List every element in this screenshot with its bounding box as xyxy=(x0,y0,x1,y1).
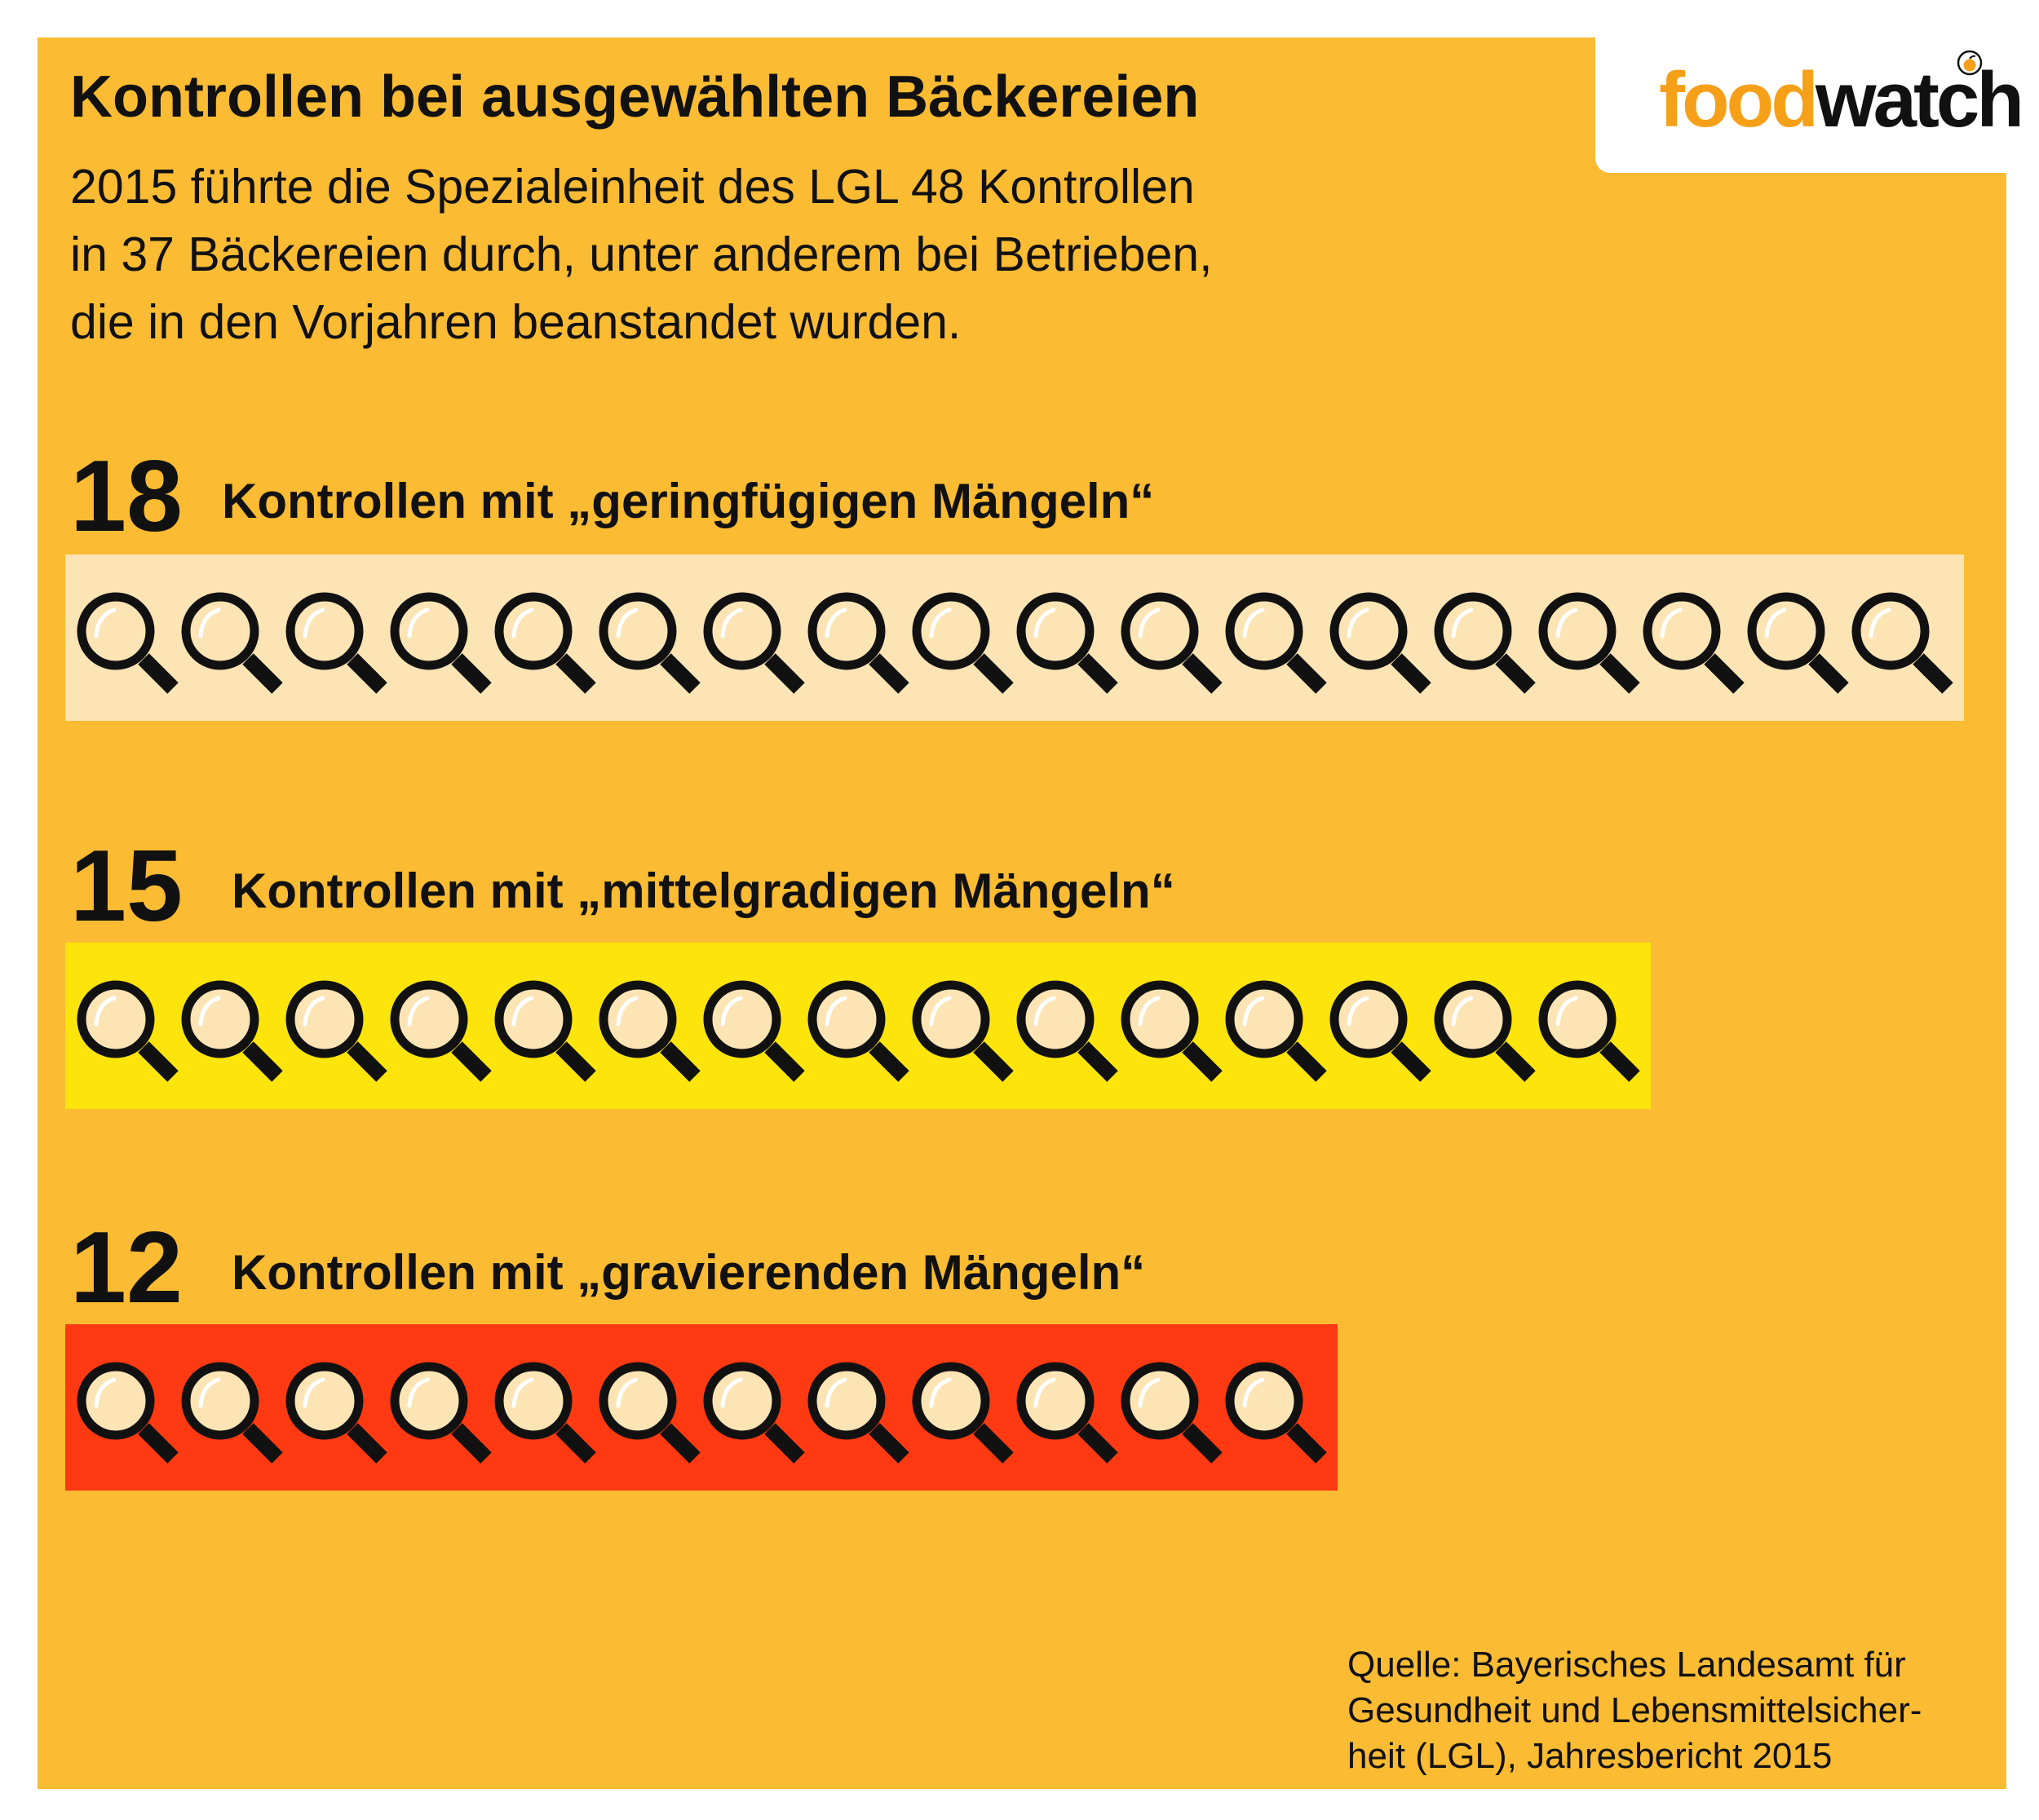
magnifier-icon xyxy=(1851,592,1953,694)
logo-part-watch: watch xyxy=(1815,56,2024,144)
magnifier-icon xyxy=(494,1362,596,1464)
magnifier-icon xyxy=(1538,980,1640,1082)
magnifier-icon xyxy=(1016,1362,1118,1464)
orange-icon xyxy=(1957,50,1983,76)
magnifier-icon xyxy=(285,1362,387,1464)
magnifier-icon xyxy=(1434,592,1536,694)
intro-line: die in den Vorjahren beanstandet wurden. xyxy=(70,295,962,349)
magnifier-icon xyxy=(1016,980,1118,1082)
magnifier-icon xyxy=(1121,592,1223,694)
magnifier-icon xyxy=(599,1362,701,1464)
magnifier-icon xyxy=(703,980,805,1082)
magnifier-icon xyxy=(912,980,1014,1082)
infographic-panel: foodwatch Kontrollen bei ausgewählten Bä… xyxy=(38,38,2024,1789)
magnifier-icon xyxy=(390,980,492,1082)
magnifier-icon xyxy=(1643,592,1745,694)
magnifier-icon xyxy=(599,980,701,1082)
icon-row-severe xyxy=(65,1324,1338,1491)
logo-box: foodwatch xyxy=(1595,38,2024,173)
magnifier-icon xyxy=(181,592,283,694)
magnifier-icon xyxy=(912,592,1014,694)
source-line: Gesundheit und Lebensmittelsicher- xyxy=(1347,1690,1922,1730)
magnifier-icon xyxy=(1121,980,1223,1082)
magnifier-icon xyxy=(1329,980,1431,1082)
magnifier-icon xyxy=(77,980,179,1082)
source-line: heit (LGL), Jahresbericht 2015 xyxy=(1347,1736,1833,1776)
category-label-minor: Kontrollen mit „geringfügigen Mängeln“ xyxy=(222,474,1155,528)
magnifier-icon xyxy=(807,1362,909,1464)
bar-minor xyxy=(65,554,1964,721)
intro-line: 2015 führte die Spezialeinheit des LGL 4… xyxy=(70,160,1195,214)
value-label-medium: 15 xyxy=(70,830,183,943)
magnifier-icon xyxy=(1225,592,1327,694)
intro-text: 2015 führte die Spezialeinheit des LGL 4… xyxy=(70,153,1571,356)
magnifier-icon xyxy=(1747,592,1849,694)
value-label-minor: 18 xyxy=(70,440,183,553)
magnifier-icon xyxy=(494,592,596,694)
magnifier-icon xyxy=(599,592,701,694)
magnifier-icon xyxy=(390,592,492,694)
magnifier-icon xyxy=(1016,592,1118,694)
magnifier-icon xyxy=(1225,980,1327,1082)
source-line: Quelle: Bayerisches Landesamt für xyxy=(1347,1645,1906,1685)
magnifier-icon xyxy=(703,592,805,694)
magnifier-icon xyxy=(181,980,283,1082)
magnifier-icon xyxy=(181,1362,283,1464)
magnifier-icon xyxy=(1225,1362,1327,1464)
icon-row-minor xyxy=(65,554,1964,721)
category-label-severe: Kontrollen mit „gravierenden Mängeln“ xyxy=(232,1245,1146,1300)
magnifier-icon xyxy=(912,1362,1014,1464)
magnifier-icon xyxy=(390,1362,492,1464)
category-label-medium: Kontrollen mit „mittelgradigen Mängeln“ xyxy=(232,864,1175,918)
magnifier-icon xyxy=(494,980,596,1082)
magnifier-icon xyxy=(807,980,909,1082)
magnifier-icon xyxy=(77,1362,179,1464)
magnifier-icon xyxy=(1329,592,1431,694)
bar-severe xyxy=(65,1324,1338,1491)
magnifier-icon xyxy=(285,592,387,694)
value-label-severe: 12 xyxy=(70,1212,183,1324)
source-note: Quelle: Bayerisches Landesamt für Gesund… xyxy=(1347,1642,1922,1779)
chart-title: Kontrollen bei ausgewählten Bäckereien xyxy=(70,64,1200,130)
icon-row-medium xyxy=(65,943,1651,1109)
magnifier-icon xyxy=(703,1362,805,1464)
magnifier-icon xyxy=(1538,592,1640,694)
magnifier-icon xyxy=(1434,980,1536,1082)
intro-line: in 37 Bäckereien durch, unter anderem be… xyxy=(70,228,1213,281)
bar-medium xyxy=(65,943,1651,1109)
magnifier-icon xyxy=(285,980,387,1082)
magnifier-icon xyxy=(77,592,179,694)
foodwatch-logo: foodwatch xyxy=(1659,55,2024,145)
logo-part-food: food xyxy=(1659,56,1819,144)
magnifier-icon xyxy=(1121,1362,1223,1464)
magnifier-icon xyxy=(807,592,909,694)
